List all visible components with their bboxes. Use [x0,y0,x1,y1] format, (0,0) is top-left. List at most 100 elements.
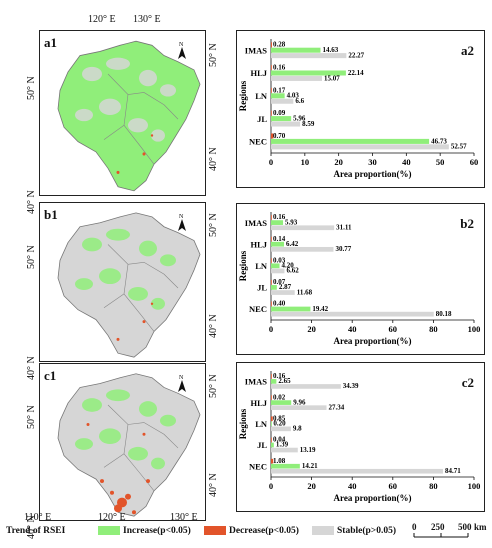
bar-decrease-nec [271,301,272,307]
land-patch [106,389,130,402]
bar-increase-hlj [271,400,292,405]
value-label-stable-hlj: 30.77 [335,245,351,253]
x-tick-label: 80 [429,324,438,334]
value-label-decrease-imas: 0.16 [273,372,286,380]
decrease-spot [114,504,122,513]
land-patch [99,98,121,115]
value-label-increase-imas: 5.93 [285,218,298,226]
bar-decrease-imas [271,215,272,220]
bar-chart-a2: 0 10 20 30 40 50 60 Area proportion(%) Regions IM… [236,30,485,188]
x-tick-label: 60 [389,481,398,491]
category-label-hlj: HLJ [250,398,267,408]
lat-label-left-50-a1: 50° N [26,76,37,100]
x-tick-label: 20 [307,481,316,491]
value-label-decrease-imas: 0.16 [273,213,286,221]
x-tick-label: 40 [402,157,411,167]
bar-increase-hlj [271,241,285,247]
bar-increase-imas [271,379,277,384]
bar-chart-svg-a2: 0 10 20 30 40 50 60 Area proportion(%) Regions IM… [238,39,478,179]
x-tick-label: 40 [348,481,357,491]
legend-swatch-increase [98,526,120,536]
bar-decrease-ln [271,416,273,422]
land-patch [160,414,176,427]
value-label-decrease-nec: 0.70 [273,132,286,140]
legend-title: Trend of RSEI [6,526,66,536]
land-patch [151,457,165,470]
bar-decrease-imas [271,374,272,379]
y-axis-label: Regions [238,250,248,281]
value-label-stable-hlj: 15.07 [324,74,340,82]
x-tick-label: 50 [436,157,445,167]
land-patch [151,297,165,310]
bar-chart-svg-c2: 0 20 40 60 80 100 Area proportion(%) Regions IMA… [238,371,480,503]
x-tick-label: 10 [301,157,310,167]
bar-stable-nec [271,311,434,317]
bar-stable-ln [271,426,291,432]
legend-label-increase: Increase(p<0.05) [123,526,191,536]
x-tick-label: 0 [269,324,273,334]
land-patch [106,57,130,70]
land-patch [82,66,102,82]
x-axis-label: Area proportion(%) [334,169,412,179]
bar-increase-ln [271,421,272,427]
bar-stable-imas [271,225,335,231]
legend-item-stable: Stable(p>0.05) [312,526,396,536]
value-label-stable-imas: 31.11 [336,224,352,232]
value-label-stable-hlj: 27.34 [329,403,345,411]
lat-label-left-40-a1: 40° N [26,190,37,214]
bar-increase-hlj [271,70,346,76]
bar-increase-imas [271,220,284,225]
legend-swatch-decrease [204,526,226,536]
svg-text:N: N [179,214,184,220]
bar-increase-nec [271,463,300,469]
land-patch [160,254,176,267]
x-tick-label: 80 [429,481,438,491]
land-patch [75,438,93,450]
value-label-stable-ln: 9.8 [293,425,302,433]
scale-tick-0: 0 [412,522,417,532]
bar-stable-nec [271,468,443,474]
bar-decrease-hlj [271,65,272,71]
bar-increase-ln [271,263,280,269]
scale-bar-graphic [413,533,469,538]
legend-item-decrease: Decrease(p<0.05) [204,526,299,536]
bar-chart-b2: 0 20 40 60 80 100 Area proportion(%) Regions IMA… [236,203,485,355]
bar-increase-jl [271,116,292,122]
value-label-decrease-jl: 0.04 [273,436,286,444]
bar-decrease-imas [271,42,272,48]
category-label-hlj: HLJ [250,68,267,78]
lat-label-right-50-a1: 50° N [208,43,219,67]
land-patch [82,237,102,252]
legend-label-decrease: Decrease(p<0.05) [229,526,299,536]
decrease-spot [116,337,120,341]
decrease-spot [110,490,114,495]
svg-text:N: N [179,375,184,381]
svg-text:N: N [179,42,184,48]
value-label-increase-ln: 0.20 [273,420,286,428]
decrease-spot [125,493,131,500]
value-label-increase-jl: 2.87 [279,283,292,291]
land-patch [139,401,157,417]
lat-label-right-40-c1: 40° N [208,473,219,497]
scale-tick-500: 500 [458,522,472,532]
bar-chart-c2: 0 20 40 60 80 100 Area proportion(%) Regions IMA… [236,362,485,512]
bar-stable-ln [271,268,285,274]
x-tick-label: 0 [269,481,273,491]
lat-label-right-50-c1: 50° N [208,374,219,398]
legend-label-stable: Stable(p>0.05) [337,526,396,536]
bar-stable-imas [271,53,347,59]
value-label-increase-jl: 1.39 [276,441,289,449]
lon-label-bottom-130: 130° E [170,512,198,523]
bar-stable-jl [271,447,298,453]
value-label-decrease-hlj: 0.14 [273,235,286,243]
bar-decrease-nec [271,133,274,139]
land-patch [139,240,157,257]
land-patch [75,278,93,290]
decrease-spot [116,170,120,174]
region-map-c1: N [57,373,201,517]
bar-stable-ln [271,98,294,104]
x-tick-label: 100 [468,324,481,334]
decrease-spot [142,432,146,436]
bar-decrease-jl [271,279,272,285]
